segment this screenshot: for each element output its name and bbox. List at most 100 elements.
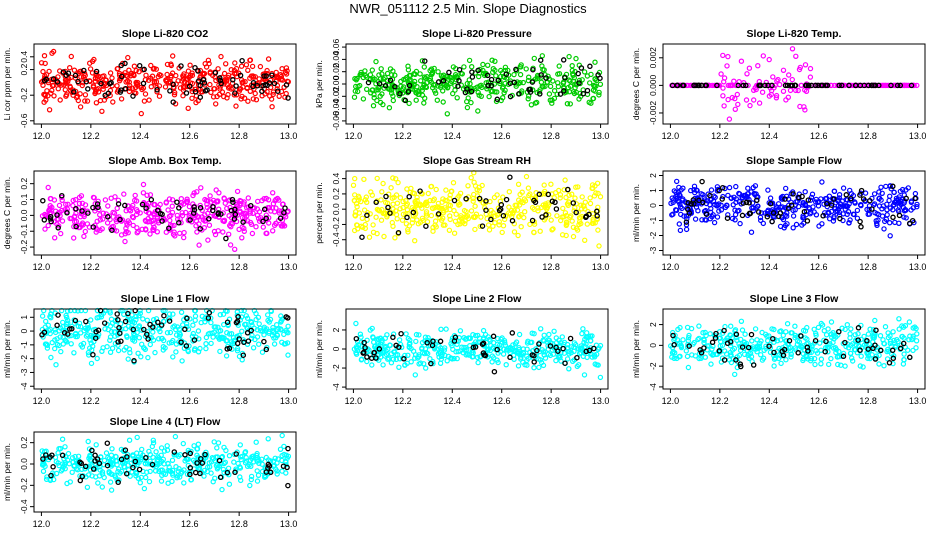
- data-point: [456, 202, 462, 208]
- chart-title: Slope Line 4 (LT) Flow: [110, 416, 221, 428]
- data-point: [496, 222, 502, 228]
- data-point: [220, 229, 226, 235]
- data-point: [77, 104, 84, 110]
- data-point: [731, 78, 737, 84]
- x-tick-label: 13.0: [280, 519, 298, 529]
- data-point: [45, 184, 51, 191]
- data-point-black: [699, 178, 705, 185]
- data-point: [819, 179, 825, 185]
- data-point: [371, 94, 377, 101]
- data-point: [61, 82, 67, 88]
- data-point: [437, 360, 444, 366]
- data-point: [570, 224, 577, 230]
- data-point-black: [417, 188, 423, 194]
- plot-frame: [662, 43, 926, 125]
- data-point: [109, 75, 115, 81]
- data-point-black: [784, 82, 791, 89]
- data-point-black: [117, 89, 124, 95]
- data-point-black: [269, 72, 275, 78]
- data-point: [410, 190, 416, 196]
- data-point: [903, 82, 909, 89]
- data-point: [222, 61, 229, 67]
- data-point: [133, 206, 140, 213]
- data-point: [84, 98, 91, 104]
- data-point: [134, 434, 140, 441]
- data-point: [414, 194, 420, 201]
- data-point: [422, 75, 429, 81]
- data-point: [390, 68, 396, 74]
- data-point: [900, 361, 907, 367]
- data-point-black: [591, 345, 597, 352]
- data-point-black: [469, 69, 475, 75]
- data-point: [81, 233, 87, 240]
- data-point: [237, 200, 243, 207]
- data-point: [872, 317, 878, 324]
- chart-title: Slope Sample Flow: [746, 155, 843, 167]
- data-point: [496, 219, 502, 225]
- data-point: [468, 99, 474, 106]
- data-point: [190, 322, 196, 328]
- x-tick-label: 12.0: [345, 131, 363, 141]
- data-point: [517, 71, 524, 78]
- data-point: [56, 202, 63, 209]
- data-point-black: [72, 72, 79, 79]
- data-point: [562, 177, 568, 183]
- data-point: [553, 357, 559, 364]
- data-point: [781, 77, 788, 84]
- data-point-black: [529, 79, 536, 85]
- data-point: [503, 213, 509, 220]
- data-point-black: [782, 82, 789, 89]
- plot-frame: [33, 43, 297, 125]
- data-point: [357, 72, 363, 78]
- data-point: [472, 214, 478, 221]
- data-point: [527, 221, 533, 228]
- data-point-black: [218, 80, 224, 87]
- data-point-black: [201, 80, 208, 86]
- data-point: [405, 63, 411, 69]
- data-point: [828, 355, 834, 362]
- data-point: [364, 358, 370, 365]
- data-point: [435, 69, 441, 75]
- data-point: [531, 365, 537, 371]
- data-point: [809, 191, 816, 197]
- data-point: [541, 67, 547, 73]
- data-point: [558, 217, 564, 224]
- y-axis-label: ml/min per min.: [2, 320, 12, 378]
- data-point: [219, 486, 225, 493]
- data-point: [155, 204, 161, 211]
- data-point: [480, 61, 486, 68]
- data-point: [720, 85, 726, 91]
- data-point: [225, 91, 231, 98]
- data-point: [250, 210, 256, 216]
- data-point: [206, 222, 213, 228]
- data-point: [228, 66, 234, 73]
- data-point: [196, 242, 202, 248]
- data-point: [60, 319, 66, 326]
- data-point-black: [507, 93, 514, 100]
- data-point: [352, 88, 358, 94]
- data-point: [265, 436, 271, 442]
- data-point: [749, 338, 755, 344]
- data-point-black: [889, 347, 896, 354]
- data-point: [555, 80, 561, 86]
- y-axis-label: ml/min per min.: [631, 320, 641, 378]
- data-point: [403, 202, 410, 209]
- data-point-black: [500, 212, 507, 219]
- data-point: [796, 66, 803, 73]
- data-point-black: [233, 83, 239, 89]
- data-point: [250, 96, 256, 102]
- data-point: [578, 220, 584, 227]
- data-point-black: [491, 368, 498, 375]
- data-point: [746, 65, 753, 71]
- data-point: [136, 335, 142, 341]
- data-point: [379, 91, 385, 97]
- data-point: [569, 218, 575, 224]
- data-point: [88, 360, 95, 367]
- data-point: [73, 94, 80, 101]
- data-point-black: [900, 340, 907, 347]
- data-point: [408, 77, 414, 84]
- y-tick-label: 0.2: [19, 178, 29, 190]
- data-point: [525, 185, 532, 191]
- plot-frame: [33, 170, 297, 256]
